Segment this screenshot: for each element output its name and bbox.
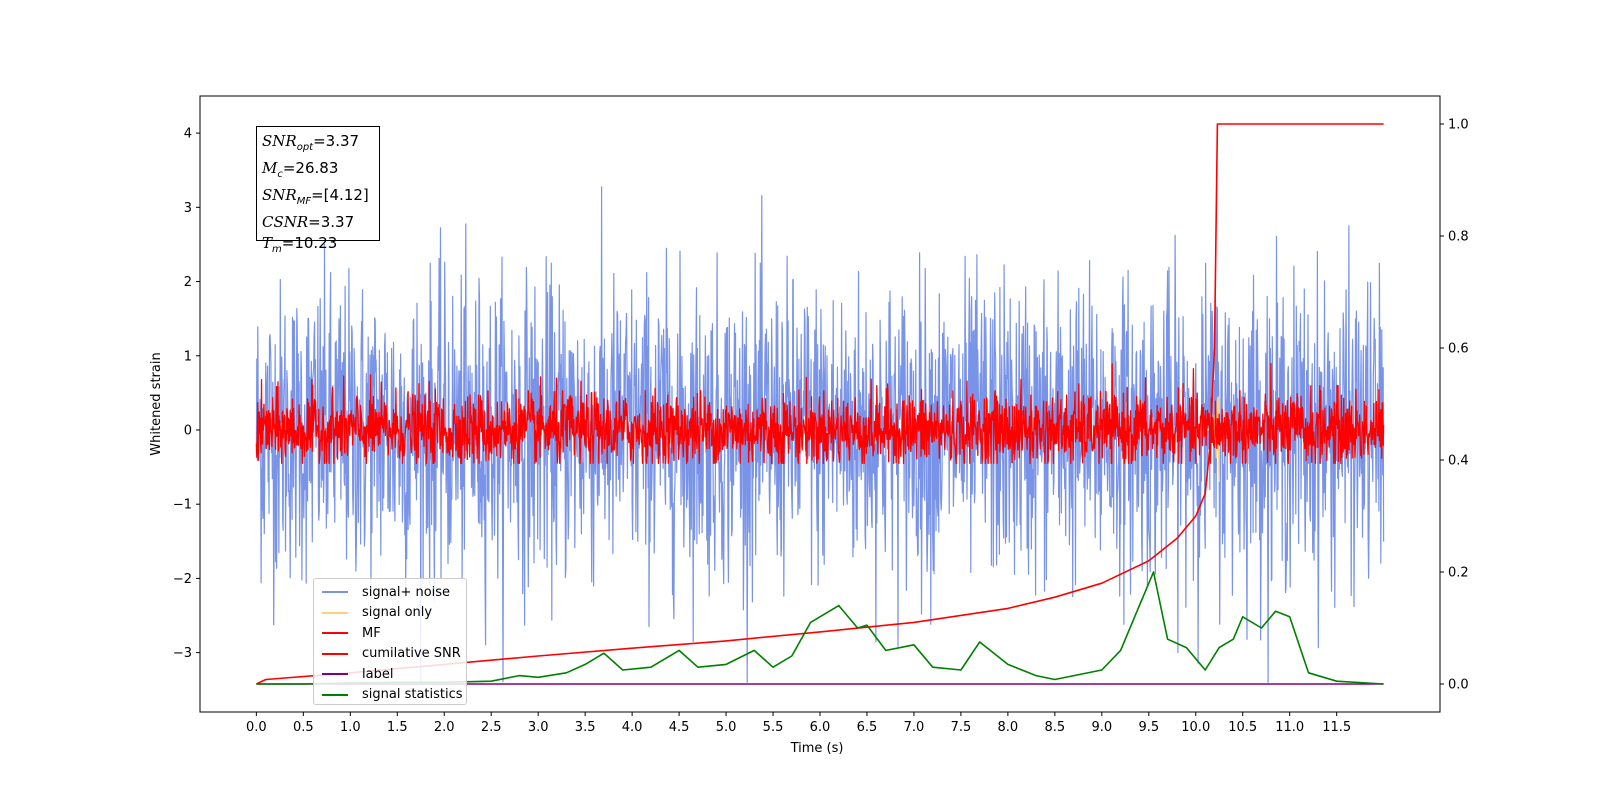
tm-line: Tm=10.23 xyxy=(262,234,338,255)
legend-label: cumilative SNR xyxy=(362,646,461,662)
legend-swatch xyxy=(322,632,348,635)
legend-swatch xyxy=(322,591,348,594)
x-tick-label: 6.5 xyxy=(857,720,878,735)
x-tick-label: 1.5 xyxy=(387,720,408,735)
legend-label: signal only xyxy=(362,605,433,621)
x-tick-label: 8.5 xyxy=(1045,720,1066,735)
x-tick-label: 10.0 xyxy=(1181,720,1210,735)
x-tick-label: 7.5 xyxy=(951,720,972,735)
x-tick-label: 5.0 xyxy=(716,720,737,735)
x-tick-label: 7.0 xyxy=(904,720,925,735)
x-tick-label: 4.0 xyxy=(622,720,643,735)
y-axis-right: 0.0 0.2 0.4 0.6 0.8 1.0 xyxy=(1440,118,1469,693)
y-tick-label: 1 xyxy=(184,349,192,364)
snr-opt-line: SNRopt=3.37 xyxy=(262,132,360,153)
x-tick-label: 11.0 xyxy=(1275,720,1304,735)
x-tick-label: 3.5 xyxy=(575,720,596,735)
legend-label: signal statistics xyxy=(362,687,463,703)
y-axis-left: −3 −2 −1 0 1 2 3 4 xyxy=(173,127,200,661)
y2-tick-label: 0.8 xyxy=(1448,230,1469,245)
y-tick-label: −1 xyxy=(173,498,192,513)
y2-tick-label: 0.2 xyxy=(1448,566,1469,581)
y2-tick-label: 0.4 xyxy=(1448,454,1469,469)
mc-line: Mc=26.83 xyxy=(262,159,339,180)
x-tick-label: 1.0 xyxy=(340,720,361,735)
x-tick-label: 6.0 xyxy=(810,720,831,735)
y-tick-label: 2 xyxy=(184,275,192,290)
legend-label: label xyxy=(362,666,394,682)
csnr-line: CSNR=3.37 xyxy=(262,213,355,231)
y2-tick-label: 1.0 xyxy=(1448,118,1469,133)
legend-item: cumilative SNR xyxy=(314,644,466,665)
y-tick-label: 4 xyxy=(184,127,192,142)
x-axis-label: Time (s) xyxy=(790,741,844,756)
legend: signal+ noise signal only MF cumilative SNR… xyxy=(313,578,467,705)
legend-swatch xyxy=(322,693,348,696)
series-line-mf xyxy=(255,362,1385,465)
x-axis: 0.0 0.5 1.0 1.5 2.0 2.5 3.0 3.5 4.0 4.5 5.0 5.5 6.0 6… xyxy=(246,712,1351,735)
legend-item: signal+ noise xyxy=(314,582,466,603)
legend-item: signal only xyxy=(314,603,466,624)
y-tick-label: 3 xyxy=(184,201,192,216)
info-box: SNRopt=3.37 Mc=26.83 SNRMF=[4.12] CSNR=3… xyxy=(256,126,380,255)
x-tick-label: 9.5 xyxy=(1138,720,1159,735)
legend-label: signal+ noise xyxy=(362,584,451,600)
x-tick-label: 4.5 xyxy=(669,720,690,735)
y2-tick-label: 0.6 xyxy=(1448,342,1469,357)
x-tick-label: 11.5 xyxy=(1322,720,1351,735)
legend-label: MF xyxy=(362,625,381,641)
x-tick-label: 3.0 xyxy=(528,720,549,735)
x-tick-label: 2.5 xyxy=(481,720,502,735)
y2-tick-label: 0.0 xyxy=(1448,678,1469,693)
y-axis-label: Whitened strain xyxy=(149,352,164,455)
x-tick-label: 0.0 xyxy=(246,720,267,735)
legend-item: signal statistics xyxy=(314,685,466,706)
legend-item: MF xyxy=(314,623,466,644)
y-tick-label: −3 xyxy=(173,646,192,661)
legend-swatch xyxy=(322,673,348,676)
snr-mf-line: SNRMF=[4.12] xyxy=(262,186,369,207)
x-tick-label: 10.5 xyxy=(1228,720,1257,735)
legend-swatch xyxy=(322,611,348,614)
y-tick-label: −2 xyxy=(173,572,192,587)
legend-item: label xyxy=(314,664,466,685)
x-tick-label: 9.0 xyxy=(1091,720,1112,735)
legend-swatch xyxy=(322,652,348,655)
x-tick-label: 0.5 xyxy=(293,720,314,735)
x-tick-label: 5.5 xyxy=(763,720,784,735)
x-tick-label: 2.0 xyxy=(434,720,455,735)
y-tick-label: 0 xyxy=(184,423,192,438)
series-line-signal-statistics xyxy=(256,571,1384,685)
x-tick-label: 8.0 xyxy=(998,720,1019,735)
